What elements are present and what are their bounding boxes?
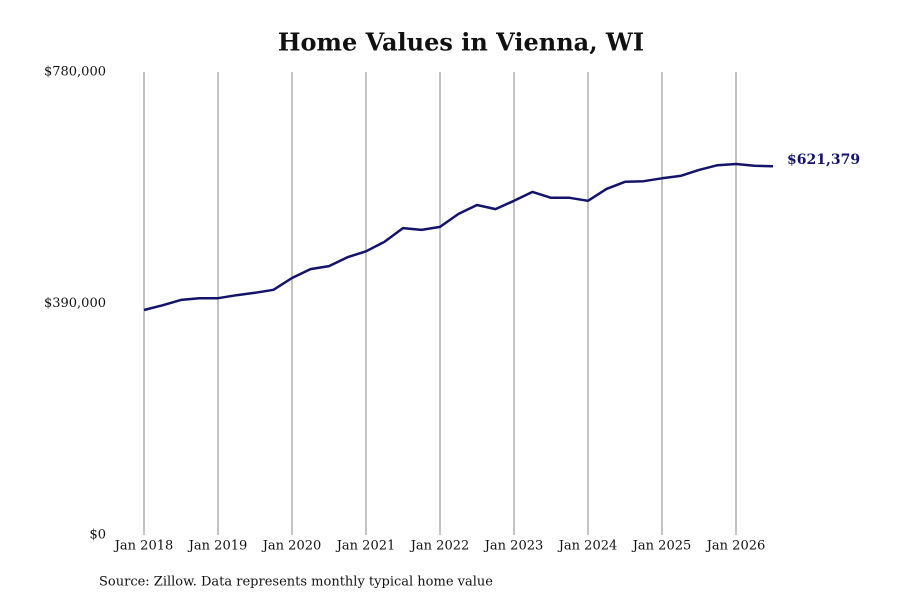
x-tick-label: Jan 2021	[335, 539, 396, 554]
x-tick-label: Jan 2024	[557, 539, 618, 554]
source-note: Source: Zillow. Data represents monthly …	[99, 575, 493, 590]
x-tick-label: Jan 2019	[187, 539, 248, 554]
chart-title: Home Values in Vienna, WI	[278, 28, 644, 57]
y-tick-label: $0	[89, 528, 106, 543]
x-tick-label: Jan 2026	[705, 539, 766, 554]
x-tick-label: Jan 2025	[631, 539, 692, 554]
y-tick-label: $780,000	[44, 65, 106, 80]
x-tick-label: Jan 2020	[261, 539, 322, 554]
x-tick-label: Jan 2018	[113, 539, 174, 554]
line-series	[143, 162, 774, 312]
x-tick-label: Jan 2022	[409, 539, 470, 554]
data-label: $621,379	[787, 152, 860, 168]
x-tick-label: Jan 2023	[483, 539, 544, 554]
y-tick-label: $390,000	[44, 296, 106, 311]
